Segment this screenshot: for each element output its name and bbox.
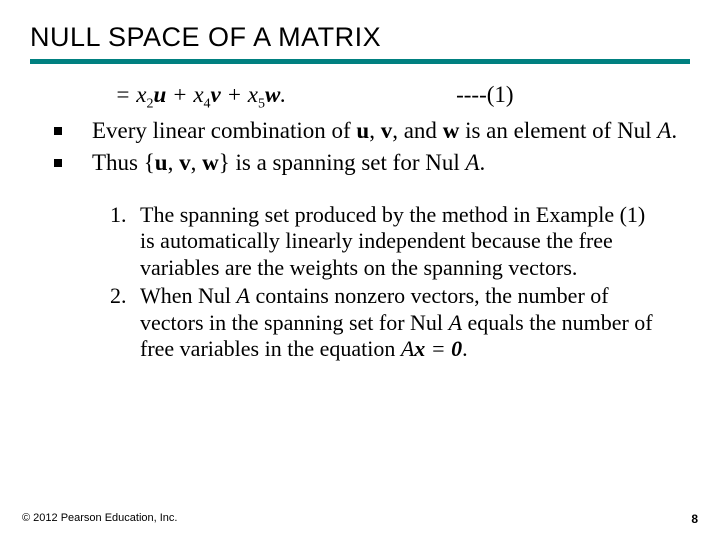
n2-eq-x: x xyxy=(414,336,425,361)
eq-x2: x xyxy=(193,82,203,107)
b1-v: v xyxy=(381,118,393,143)
b2-w: w xyxy=(202,150,219,175)
b2-text-a: Thus { xyxy=(92,150,155,175)
n2-eq: Ax = 0 xyxy=(401,336,462,361)
b1-A: A xyxy=(657,118,671,143)
b2-A: A xyxy=(465,150,479,175)
b1-text-b: is an element of Nul xyxy=(459,118,657,143)
b2-c1: , xyxy=(168,150,180,175)
b1-end: . xyxy=(671,118,677,143)
eq-x1: x xyxy=(136,82,146,107)
equation-label: ----(1) xyxy=(456,82,513,108)
copyright-text: © 2012 Pearson Education, Inc. xyxy=(22,512,177,526)
b1-w: w xyxy=(443,118,460,143)
title-rule xyxy=(30,59,690,64)
n2-eq-A: A xyxy=(401,336,414,361)
n2-eq-0: 0 xyxy=(451,336,462,361)
equation-row: = x2u + x4v + x5w. ----(1) xyxy=(115,82,690,113)
eq-sub3: 5 xyxy=(258,97,265,112)
bullet-2: Thus {u, v, w} is a spanning set for Nul… xyxy=(50,149,690,178)
num-item-1: The spanning set produced by the method … xyxy=(110,202,654,281)
footer: © 2012 Pearson Education, Inc. 8 xyxy=(22,512,698,526)
eq-u: u xyxy=(154,82,167,107)
eq-sub2: 4 xyxy=(204,97,211,112)
eq-dot: . xyxy=(280,82,286,107)
n2-A2: A xyxy=(449,310,462,335)
b1-u: u xyxy=(356,118,369,143)
page-number: 8 xyxy=(691,512,698,526)
b1-text-a: Every linear combination of xyxy=(92,118,356,143)
b1-c1: , xyxy=(369,118,381,143)
n1-text: The spanning set produced by the method … xyxy=(140,202,645,280)
num-item-2: When Nul A contains nonzero vectors, the… xyxy=(110,283,654,362)
numbered-list: The spanning set produced by the method … xyxy=(110,202,654,362)
b1-c2: , and xyxy=(392,118,442,143)
eq-sub1: 2 xyxy=(147,97,154,112)
n2-a: When Nul xyxy=(140,283,237,308)
eq-x3: x xyxy=(248,82,258,107)
eq-plus1: + xyxy=(166,82,193,107)
bullet-1: Every linear combination of u, v, and w … xyxy=(50,117,690,146)
eq-v: v xyxy=(211,82,221,107)
bullet-list: Every linear combination of u, v, and w … xyxy=(50,117,690,179)
n2-A1: A xyxy=(237,283,250,308)
eq-w: w xyxy=(265,82,280,107)
slide-title: NULL SPACE OF A MATRIX xyxy=(30,22,690,53)
b2-text-b: } is a spanning set for Nul xyxy=(219,150,466,175)
b2-c2: , xyxy=(191,150,203,175)
b2-u: u xyxy=(155,150,168,175)
b2-v: v xyxy=(179,150,191,175)
eq-plus2: + xyxy=(221,82,248,107)
n2-eq-eq: = xyxy=(425,336,451,361)
equation: = x2u + x4v + x5w. xyxy=(115,82,286,113)
b2-end: . xyxy=(480,150,486,175)
n2-d: . xyxy=(462,336,468,361)
eq-prefix: = xyxy=(115,82,136,107)
